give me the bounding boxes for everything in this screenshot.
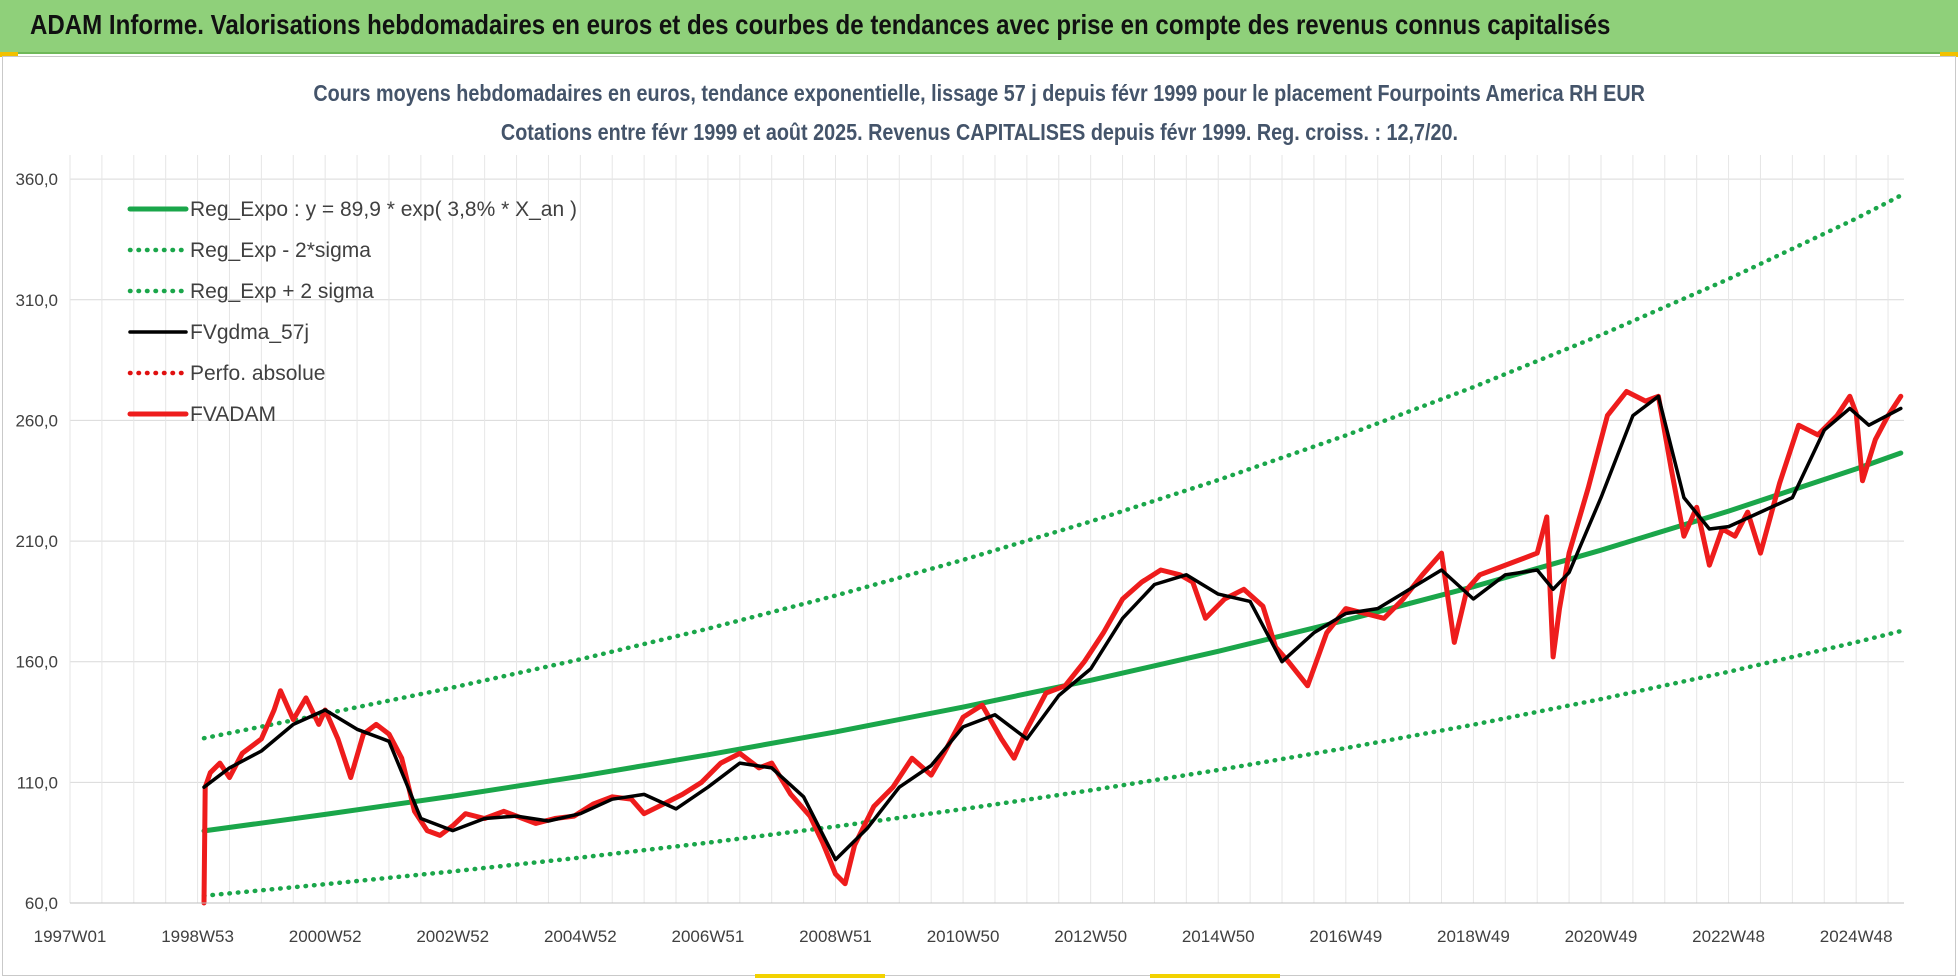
x-tick-label: 1997W01 — [34, 927, 107, 946]
series-line-1 — [201, 628, 1904, 899]
x-tick-label: 2008W51 — [799, 927, 872, 946]
chart-title: Cours moyens hebdomadaires en euros, ten… — [0, 80, 1958, 107]
x-tick-label: 2022W48 — [1692, 927, 1765, 946]
x-tick-label: 2004W52 — [544, 927, 617, 946]
legend-label: FVADAM — [190, 403, 276, 426]
series-line-5 — [201, 389, 1904, 906]
series-line-2 — [201, 193, 1904, 741]
axes: 60,0 110,0 160,0 210,0 260,0 310,0 360,0 1997W0… — [15, 170, 1904, 946]
x-tick-label: 1998W53 — [161, 927, 234, 946]
y-tick-label: 360,0 — [15, 170, 58, 189]
legend: Reg_Expo : y = 89,9 * exp( 3,8% * X_an )… — [127, 198, 577, 426]
corner-marker-left — [0, 52, 18, 57]
corner-marker-right — [1940, 52, 1958, 57]
bottom-accent-right — [1150, 974, 1280, 978]
series-line-0 — [201, 450, 1904, 834]
legend-label: Perfo. absolue — [190, 362, 325, 385]
legend-label: Reg_Expo : y = 89,9 * exp( 3,8% * X_an ) — [190, 198, 577, 221]
x-tick-label: 2002W52 — [416, 927, 489, 946]
x-tick-label: 2006W51 — [672, 927, 745, 946]
legend-label: Reg_Exp - 2*sigma — [190, 239, 371, 262]
chart-frame — [2, 56, 1956, 976]
x-tick-label: 2014W50 — [1182, 927, 1255, 946]
x-tick-label: 2000W52 — [289, 927, 362, 946]
y-tick-label: 160,0 — [15, 653, 58, 672]
chart-title-text: Cours moyens hebdomadaires en euros, ten… — [313, 80, 1645, 106]
chart-subtitle-text: Cotations entre févr 1999 et août 2025. … — [500, 119, 1458, 145]
x-tick-label: 2010W50 — [927, 927, 1000, 946]
legend-label: Reg_Exp + 2 sigma — [190, 280, 374, 303]
y-tick-label: 60,0 — [25, 894, 58, 913]
x-tick-label: 2020W49 — [1565, 927, 1638, 946]
bottom-accent-left — [755, 974, 885, 978]
series-group — [201, 193, 1904, 906]
series-line-3 — [202, 394, 1903, 862]
x-tick-label: 2016W49 — [1309, 927, 1382, 946]
report-banner: ADAM Informe. Valorisations hebdomadaire… — [0, 0, 1958, 54]
report-title: ADAM Informe. Valorisations hebdomadaire… — [30, 9, 1611, 40]
y-tick-label: 210,0 — [15, 532, 58, 551]
grid — [69, 155, 1904, 904]
x-tick-label: 2012W50 — [1054, 927, 1127, 946]
y-tick-label: 110,0 — [17, 773, 58, 792]
y-tick-label: 260,0 — [15, 411, 58, 430]
chart-subtitle: Cotations entre févr 1999 et août 2025. … — [0, 119, 1958, 146]
x-tick-label: 2024W48 — [1820, 927, 1893, 946]
x-tick-label: 2018W49 — [1437, 927, 1510, 946]
y-tick-label: 310,0 — [15, 291, 58, 310]
legend-label: FVgdma_57j — [190, 321, 309, 344]
